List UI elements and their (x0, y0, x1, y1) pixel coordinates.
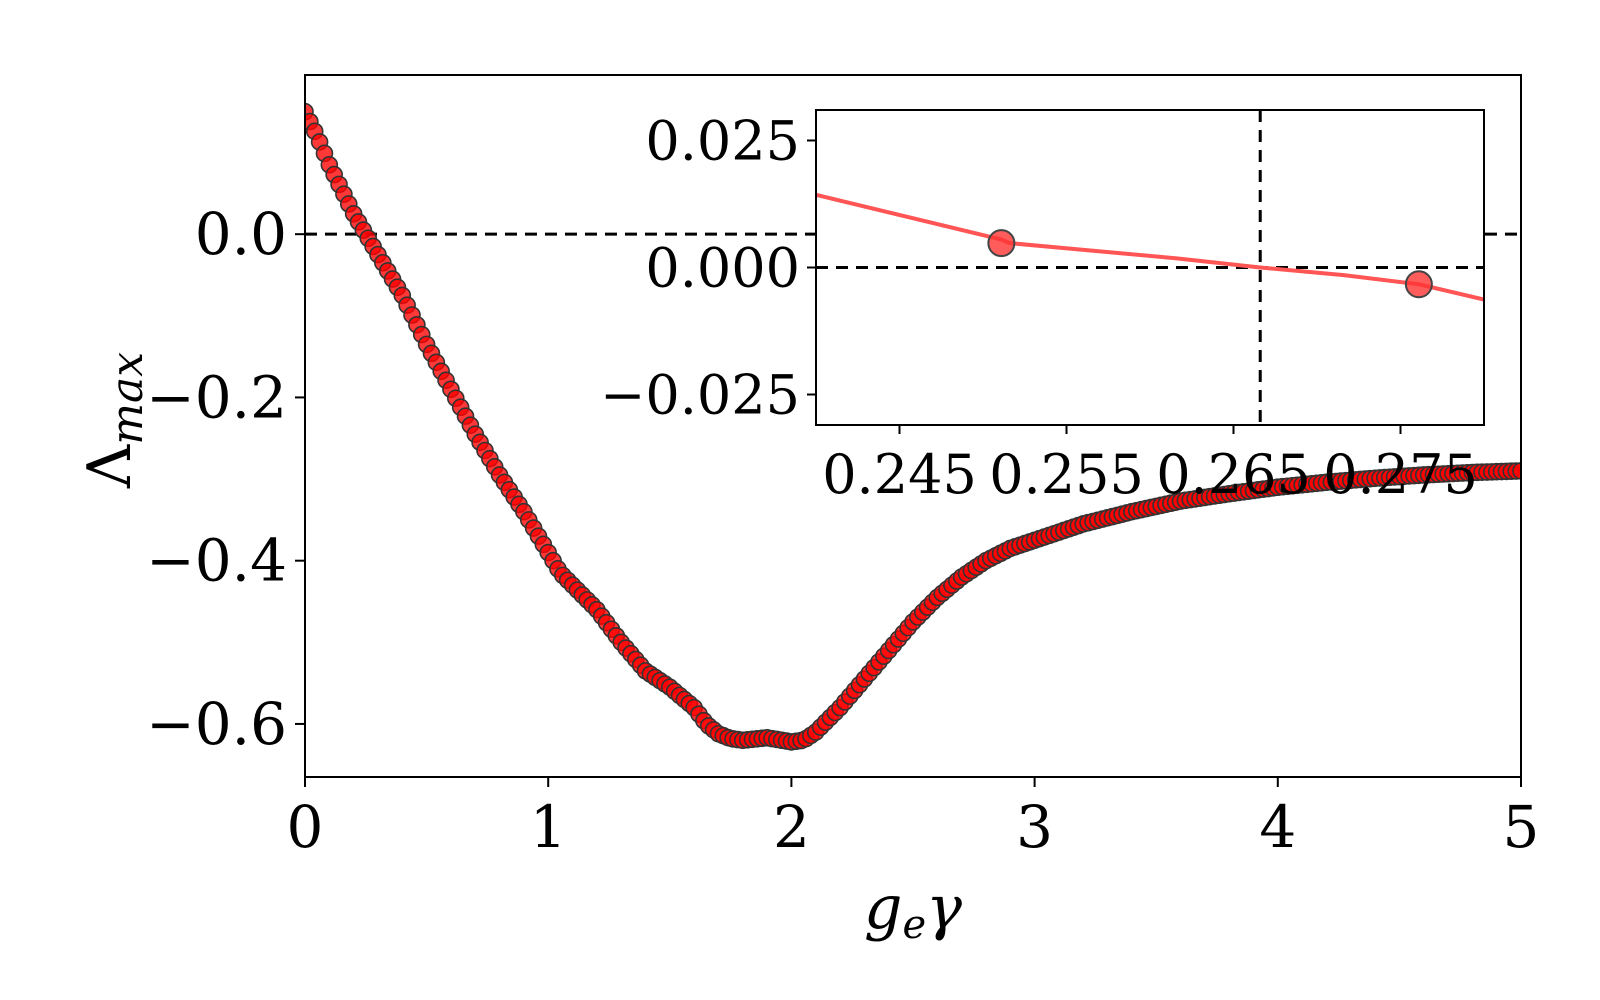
inset-x-tick-label: 0.245 (822, 443, 977, 506)
y-axis-title: Λmax (75, 352, 153, 489)
x-axis-title-subscript: e (902, 902, 926, 948)
x-tick-label: 4 (1259, 793, 1296, 861)
main-y-axis: 0.0 −0.2 −0.4 −0.6 (146, 200, 305, 758)
x-axis-title-base: g (864, 873, 902, 943)
y-tick-label: −0.6 (146, 690, 287, 758)
main-x-axis: 0 1 2 3 4 5 (287, 777, 1540, 861)
y-axis-title-base: Λ (75, 444, 145, 489)
inset-data-point (1404, 270, 1433, 299)
inset-plot: 0.245 0.255 0.265 0.275 0.025 0.000 −0.025 (600, 109, 1485, 506)
x-tick-label: 3 (1016, 793, 1053, 861)
x-tick-label: 1 (530, 793, 567, 861)
main-plot-frame (304, 74, 1522, 778)
inset-y-tick-label: 0.000 (645, 237, 800, 300)
inset-data-point (987, 229, 1016, 258)
x-tick-label: 5 (1503, 793, 1540, 861)
data-point (1512, 462, 1521, 480)
y-tick-label: −0.2 (146, 363, 287, 431)
inset-y-axis: 0.025 0.000 −0.025 (600, 109, 816, 427)
inset-x-axis: 0.245 0.255 0.265 0.275 (822, 425, 1478, 506)
main-data-layer (305, 102, 1521, 751)
y-tick-label: 0.0 (195, 200, 287, 268)
x-tick-label: 2 (773, 793, 810, 861)
inset-x-tick-label: 0.275 (1323, 443, 1478, 506)
inset-y-tick-label: −0.025 (600, 364, 800, 427)
inset-x-tick-label: 0.255 (989, 443, 1144, 506)
y-tick-label: −0.4 (146, 527, 287, 595)
x-axis-title: geγ (864, 873, 962, 948)
y-axis-title-subscript: max (102, 352, 153, 445)
inset-y-tick-label: 0.025 (645, 109, 800, 172)
x-tick-label: 0 (287, 793, 324, 861)
x-axis-title-tail: γ (926, 873, 962, 943)
inset-x-tick-label: 0.265 (1156, 443, 1311, 506)
inset-data-layer (816, 110, 1484, 425)
